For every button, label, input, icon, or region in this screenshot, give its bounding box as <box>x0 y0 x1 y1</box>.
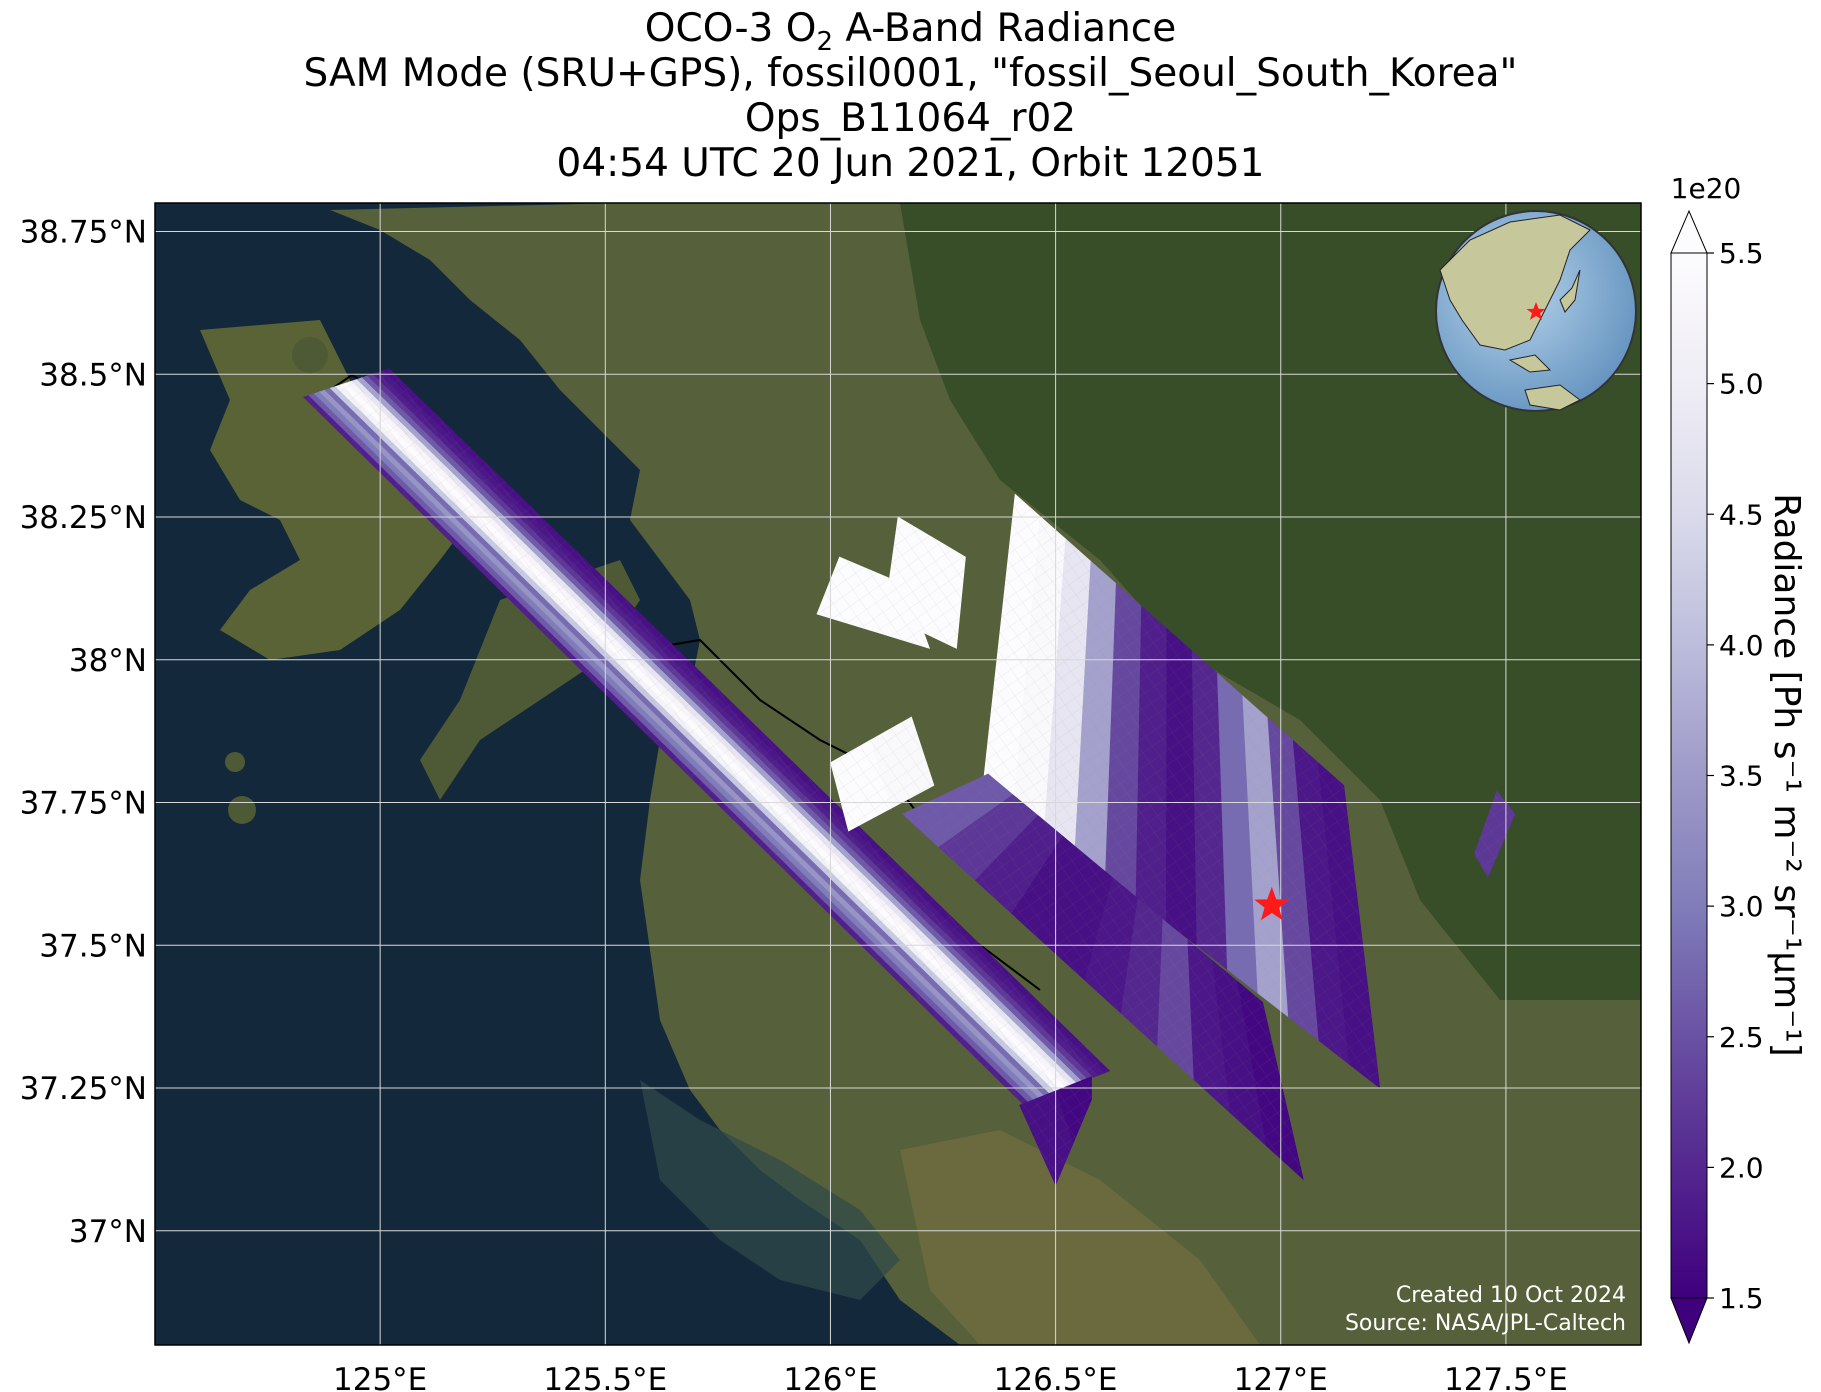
northern-mountains <box>900 203 1641 1000</box>
swath-footprint-grid <box>902 774 1304 1180</box>
title-suffix: A-Band Radiance <box>833 6 1177 51</box>
swath-0 <box>303 368 1111 1106</box>
swath-3 <box>901 773 1304 1181</box>
longitude-tick-label: 125°E <box>333 1362 427 1392</box>
island <box>228 796 256 824</box>
credit-created: Created 10 Oct 2024 <box>1396 1283 1626 1308</box>
colorbar-tick-label: 5.5 <box>1719 237 1764 270</box>
target-star-icon <box>1254 886 1290 921</box>
latitude-ticks: 38.75°N 38.5°N 38.25°N 38°N 37.75°N 37.5°N 37.… <box>20 215 147 1250</box>
longitude-tick-label: 126°E <box>783 1362 877 1392</box>
globe-japan <box>1559 269 1581 313</box>
map-border <box>154 202 1642 1346</box>
longitude-ticks: 125°E 125.5°E 126°E 126.5°E 127°E 127.5°E <box>333 1362 1568 1392</box>
map-gridlines <box>155 203 1641 1345</box>
colorbar-tick-label: 5.0 <box>1719 368 1764 401</box>
colorbar: 1.5 2.0 2.5 3.0 3.5 4.0 4.5 5.0 5.5 1e20 Radianc… <box>1670 172 1807 1345</box>
longitude-tick-label: 126.5°E <box>994 1362 1118 1392</box>
globe-australia <box>1524 384 1581 411</box>
credit-source: Source: NASA/JPL-Caltech <box>1345 1311 1626 1336</box>
map-title-line2: SAM Mode (SRU+GPS), fossil0001, "fossil_… <box>303 51 1518 96</box>
title-subscript: 2 <box>816 26 834 57</box>
southern-land <box>900 1130 1260 1345</box>
colorbar-gradient <box>1670 252 1708 1299</box>
globe-star-icon <box>1526 302 1546 320</box>
latitude-tick-label: 37.25°N <box>20 1071 147 1107</box>
globe-asia-land <box>1439 214 1591 351</box>
swath-footprint-grid <box>884 517 966 649</box>
latitude-tick-label: 38.75°N <box>20 215 147 251</box>
colorbar-tick-label: 1.5 <box>1719 1282 1764 1315</box>
latitude-tick-label: 38.25°N <box>20 500 147 536</box>
colorbar-extend-max <box>1670 209 1708 254</box>
globe-islands <box>1508 354 1552 373</box>
swath-footprint-grid <box>1474 791 1515 877</box>
latitude-tick-label: 37°N <box>69 1214 147 1250</box>
latitude-tick-label: 37.5°N <box>39 928 147 964</box>
western-peninsula-land <box>200 320 470 660</box>
colorbar-tick-label: 3.0 <box>1719 890 1764 923</box>
island <box>292 337 328 373</box>
map-title-line1: OCO-3 O2 A-Band Radiance <box>0 6 1821 65</box>
colorbar-extend-min <box>1670 1297 1708 1345</box>
longitude-tick-label: 127.5°E <box>1444 1362 1568 1392</box>
swath-footprint-grid <box>816 557 930 649</box>
tidal-flats <box>640 1080 900 1300</box>
colorbar-tick-label: 4.5 <box>1719 498 1764 531</box>
longitude-tick-label: 125.5°E <box>543 1362 667 1392</box>
latitude-tick-label: 37.75°N <box>20 786 147 822</box>
colorbar-tick-label: 2.5 <box>1719 1021 1764 1054</box>
swath-5 <box>884 516 966 649</box>
colorbar-scale-label: 1e20 <box>1671 172 1742 205</box>
swath-7 <box>1474 790 1516 878</box>
colorbar-tick-label: 2.0 <box>1719 1151 1764 1184</box>
map-title-line4: 04:54 UTC 20 Jun 2021, Orbit 12051 <box>556 141 1265 186</box>
map-title-line3: Ops_B11064_r02 <box>744 96 1077 141</box>
title-prefix: OCO-3 O <box>644 6 817 51</box>
colorbar-tick-label: 4.0 <box>1719 629 1764 662</box>
colorbar-label: Radiance [Ph s⁻¹ m⁻² sr⁻¹μm⁻¹] <box>1766 493 1807 1056</box>
swath-footprint-grid <box>303 368 1110 1106</box>
colorbar-tick-label: 3.5 <box>1719 760 1764 793</box>
latitude-tick-label: 38.5°N <box>39 357 147 393</box>
latitude-tick-label: 38°N <box>69 643 147 679</box>
longitude-tick-label: 127°E <box>1234 1362 1328 1392</box>
island <box>225 752 245 772</box>
inset-globe <box>1435 210 1637 412</box>
colorbar-ticks: 1.5 2.0 2.5 3.0 3.5 4.0 4.5 5.0 5.5 <box>1707 237 1764 1315</box>
